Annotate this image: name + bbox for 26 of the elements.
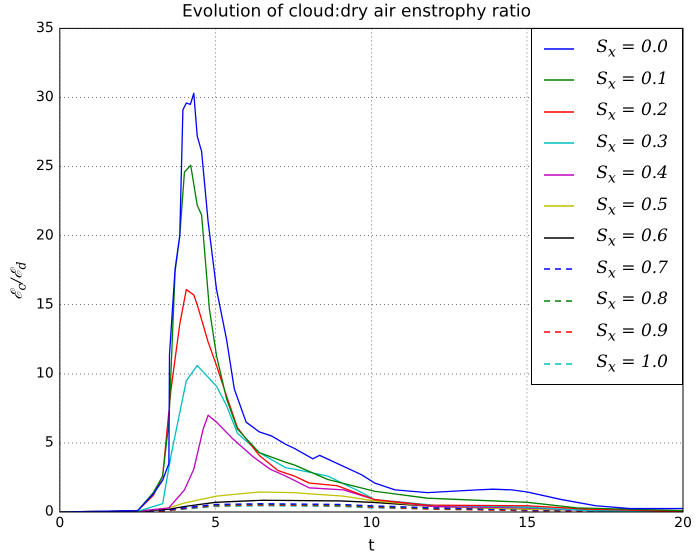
x-tick-label: 10: [362, 515, 380, 532]
legend-label: S$_{x}$ = 0.9: [596, 320, 668, 344]
x-tick-label: 20: [674, 515, 692, 532]
legend-label: S$_{x}$ = 1.0: [596, 352, 668, 376]
x-tick-label: 5: [211, 515, 220, 532]
legend-label: S$_{x}$ = 0.8: [596, 289, 668, 312]
legend-label: S$_{x}$ = 0.6: [596, 226, 668, 250]
y-tick-label: 0: [44, 504, 54, 520]
x-tick-label: 0: [55, 515, 64, 532]
legend-label: S$_{x}$ = 0.0: [596, 37, 668, 60]
legend-label: S$_{x}$ = 0.1: [596, 68, 668, 92]
legend-label: S$_{x}$ = 0.7: [596, 258, 668, 281]
y-tick-label: 35: [36, 20, 54, 36]
y-tick-label: 10: [36, 365, 54, 382]
y-tick-label: 5: [44, 434, 54, 451]
y-tick-label: 30: [36, 89, 54, 106]
y-tick-label: 25: [36, 158, 54, 174]
legend-label: S$_{x}$ = 0.3: [596, 132, 668, 155]
legend-label: S$_{x}$ = 0.2: [596, 100, 668, 124]
y-tick-label: 20: [36, 227, 54, 244]
legend-label: S$_{x}$ = 0.5: [596, 194, 668, 218]
x-axis-title: t: [368, 536, 375, 555]
y-tick-label: 15: [36, 296, 54, 312]
chart-title: Evolution of cloud:dry air enstrophy ratio: [182, 2, 531, 22]
x-tick-label: 15: [518, 515, 536, 532]
legend-label: S$_{x}$ = 0.4: [596, 163, 668, 186]
